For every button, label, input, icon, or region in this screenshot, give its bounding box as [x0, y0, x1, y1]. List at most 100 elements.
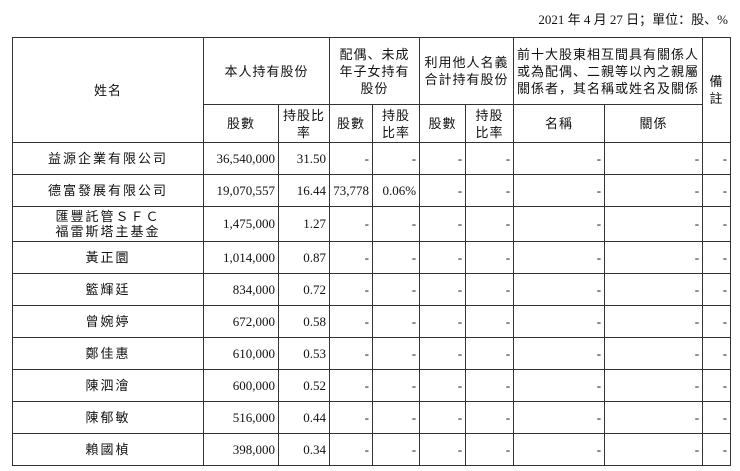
cell: -: [419, 433, 467, 466]
cell: 398,000: [203, 433, 279, 466]
subheader-cell: 股數: [419, 104, 467, 143]
cell: -: [329, 142, 374, 175]
cell: 陳泗澮: [12, 369, 204, 402]
table-body: 益源企業有限公司 36,540,000 31.50- - - - - - - 德富發展有限公司 19…: [12, 142, 732, 466]
table-row: 籃輝廷 834,000 0.72- - - - - - -: [12, 273, 732, 306]
cell: 1,014,000: [203, 241, 279, 274]
table-row: 鄭佳惠 610,000 0.53- - - - - - -: [12, 337, 732, 370]
cell: -: [465, 142, 515, 175]
cell-line: 福雷斯塔主基金: [55, 224, 161, 239]
cell: 籃輝廷: [12, 273, 204, 306]
cell: -: [465, 241, 515, 274]
header-cell: 前十大股東相互間具有關係人或為配偶、二親等以內之親屬關係者，其名稱或姓名及關係: [513, 37, 704, 105]
cell: 19,070,557: [203, 174, 279, 207]
cell: -: [702, 305, 732, 338]
subheader-cell: 關係: [604, 104, 704, 143]
cell: -: [465, 337, 515, 370]
cell: -: [604, 241, 704, 274]
cell: 曾婉婷: [12, 305, 204, 338]
cell: -: [702, 433, 732, 466]
cell: -: [465, 401, 515, 434]
cell: -: [513, 401, 606, 434]
subheader-cell: 持股比率: [372, 104, 421, 143]
cell: -: [372, 142, 421, 175]
subheader-cell: 股數: [329, 104, 374, 143]
cell: 0.72: [277, 273, 331, 306]
header-cell: 備註: [702, 37, 732, 143]
table-row: 德富發展有限公司 19,070,557 16.44 73,778 0.06% - - - - -: [12, 174, 732, 207]
cell: 0.44: [277, 401, 331, 434]
header-cell: 姓名: [12, 37, 204, 143]
cell: 610,000: [203, 337, 279, 370]
cell: -: [604, 401, 704, 434]
cell: -: [604, 369, 704, 402]
table-row: 曾婉婷 672,000 0.58- - - - - - -: [12, 305, 732, 338]
cell: -: [329, 433, 374, 466]
shareholder-table: 姓名 本人持有股份 配偶、未成年子女持有股份 利用他人名義合計持有股份 前十大股…: [12, 37, 732, 466]
cell: -: [513, 142, 606, 175]
date-unit-note: 2021 年 4 月 27 日；單位：股、%: [538, 12, 728, 27]
cell: 672,000: [203, 305, 279, 338]
cell: -: [372, 401, 421, 434]
cell: -: [419, 273, 467, 306]
cell: 36,540,000: [203, 142, 279, 175]
cell: -: [604, 206, 704, 242]
cell: -: [372, 369, 421, 402]
cell: -: [465, 433, 515, 466]
cell: -: [513, 337, 606, 370]
header-cell: 本人持有股份: [202, 37, 331, 105]
cell: -: [604, 337, 704, 370]
cell: -: [419, 369, 467, 402]
cell: -: [329, 369, 374, 402]
cell: -: [604, 174, 704, 207]
cell: -: [465, 206, 515, 242]
cell: 1.27: [277, 206, 331, 242]
table-row: 益源企業有限公司 36,540,000 31.50- - - - - - -: [12, 142, 732, 175]
cell: -: [513, 206, 606, 242]
cell: -: [372, 337, 421, 370]
cell: -: [702, 142, 732, 175]
cell: 0.52: [277, 369, 331, 402]
cell: 益源企業有限公司: [12, 142, 204, 175]
table-row: 陳泗澮 600,000 0.52- - - - - - -: [12, 369, 732, 402]
cell: -: [329, 337, 374, 370]
header-cell: 利用他人名義合計持有股份: [419, 37, 515, 105]
cell: 31.50: [277, 142, 331, 175]
cell: -: [329, 273, 374, 306]
cell: -: [465, 174, 515, 207]
cell: 鄭佳惠: [12, 337, 204, 370]
cell: -: [372, 305, 421, 338]
cell: -: [329, 401, 374, 434]
cell: -: [513, 241, 606, 274]
cell: 0.34: [277, 433, 331, 466]
cell: -: [702, 273, 732, 306]
header-cell: 配偶、未成年子女持有股份: [329, 37, 421, 105]
table-header: 姓名 本人持有股份 配偶、未成年子女持有股份 利用他人名義合計持有股份 前十大股…: [12, 37, 732, 143]
cell: -: [419, 401, 467, 434]
cell: -: [513, 433, 606, 466]
cell: -: [702, 337, 732, 370]
cell: -: [702, 369, 732, 402]
subheader-cell: 持股比率: [465, 104, 515, 143]
cell: -: [513, 273, 606, 306]
cell: 德富發展有限公司: [12, 174, 204, 207]
cell: 0.53: [277, 337, 331, 370]
subheader-cell: 股數: [203, 104, 279, 143]
cell: 賴國楨: [12, 433, 204, 466]
cell: 16.44: [277, 174, 331, 207]
cell: -: [419, 337, 467, 370]
cell: -: [372, 206, 421, 242]
cell: 516,000: [203, 401, 279, 434]
cell: -: [513, 305, 606, 338]
cell: -: [604, 433, 704, 466]
cell: -: [465, 273, 515, 306]
cell: -: [513, 174, 606, 207]
cell: -: [419, 305, 467, 338]
cell: -: [604, 142, 704, 175]
cell: -: [372, 273, 421, 306]
table-row: 匯豐託管ＳＦＣ 福雷斯塔主基金 1,475,000 1.27- - - - - - -: [12, 206, 732, 242]
cell: -: [604, 273, 704, 306]
cell: 1,475,000: [203, 206, 279, 242]
cell: 0.06%: [372, 174, 421, 207]
